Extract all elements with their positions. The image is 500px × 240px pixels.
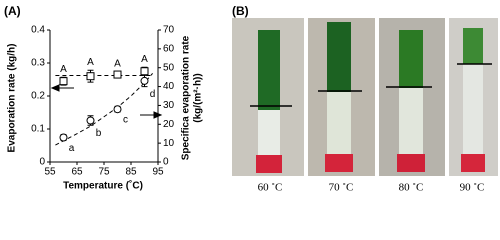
group-label: A <box>87 57 94 68</box>
group-label: a <box>69 143 75 154</box>
trend-line <box>55 73 153 146</box>
point <box>140 76 149 85</box>
y-tick-label: 0.3 <box>31 58 45 69</box>
x-tick-label: 75 <box>98 167 110 178</box>
photo-caption: 70 ˚C <box>329 182 354 194</box>
y2-tick-label: 0 <box>163 157 169 168</box>
group-label: A <box>60 64 67 75</box>
x-tick-label: 65 <box>71 167 83 178</box>
photos <box>232 18 498 176</box>
group-label: A <box>114 59 121 70</box>
group-label: d <box>150 89 156 100</box>
point <box>113 70 122 79</box>
y-tick-label: 0.2 <box>31 91 45 102</box>
group-label: c <box>123 115 128 126</box>
axis-frame <box>49 30 159 163</box>
photo-caption: 60 ˚C <box>258 182 283 194</box>
panel-label: (B) <box>232 4 249 18</box>
y-tick-label: 0 <box>39 157 45 168</box>
group-label: A <box>141 54 148 65</box>
point <box>59 77 68 86</box>
point <box>140 67 149 76</box>
y-tick-label: 0.1 <box>31 124 45 135</box>
y-axis-title: Evaporation rate (kg/h) <box>7 44 18 153</box>
y-tick-label: 0.4 <box>31 25 45 36</box>
y2-tick-label: 20 <box>163 119 175 130</box>
figure: (A) (B) Temperature (˚C) Evaporation rat… <box>4 4 498 194</box>
y2-tick-label: 10 <box>163 138 175 149</box>
panel-label: (A) <box>4 4 21 18</box>
group-label: b <box>96 128 102 139</box>
photo-caption: 90 ˚C <box>460 182 485 194</box>
x-tick-label: 85 <box>125 167 137 178</box>
x-tick-label: 95 <box>152 167 164 178</box>
photo-caption: 80 ˚C <box>399 182 424 194</box>
y2-tick-label: 70 <box>163 25 175 36</box>
x-axis-title: Temperature (˚C) <box>63 180 143 192</box>
x-tick-label: 55 <box>44 167 56 178</box>
y2-tick-label: 40 <box>163 81 175 92</box>
point <box>86 116 95 125</box>
y2-axis-title: (kg/(m²·h)) <box>193 73 204 122</box>
arrows <box>50 84 163 119</box>
point <box>113 105 122 114</box>
y2-tick-label: 30 <box>163 100 175 111</box>
y2-axis-title: Specifica evaporation rate <box>181 35 192 160</box>
y2-tick-label: 50 <box>163 62 175 73</box>
point <box>86 72 95 81</box>
y2-tick-label: 60 <box>163 43 175 54</box>
point <box>59 133 68 142</box>
